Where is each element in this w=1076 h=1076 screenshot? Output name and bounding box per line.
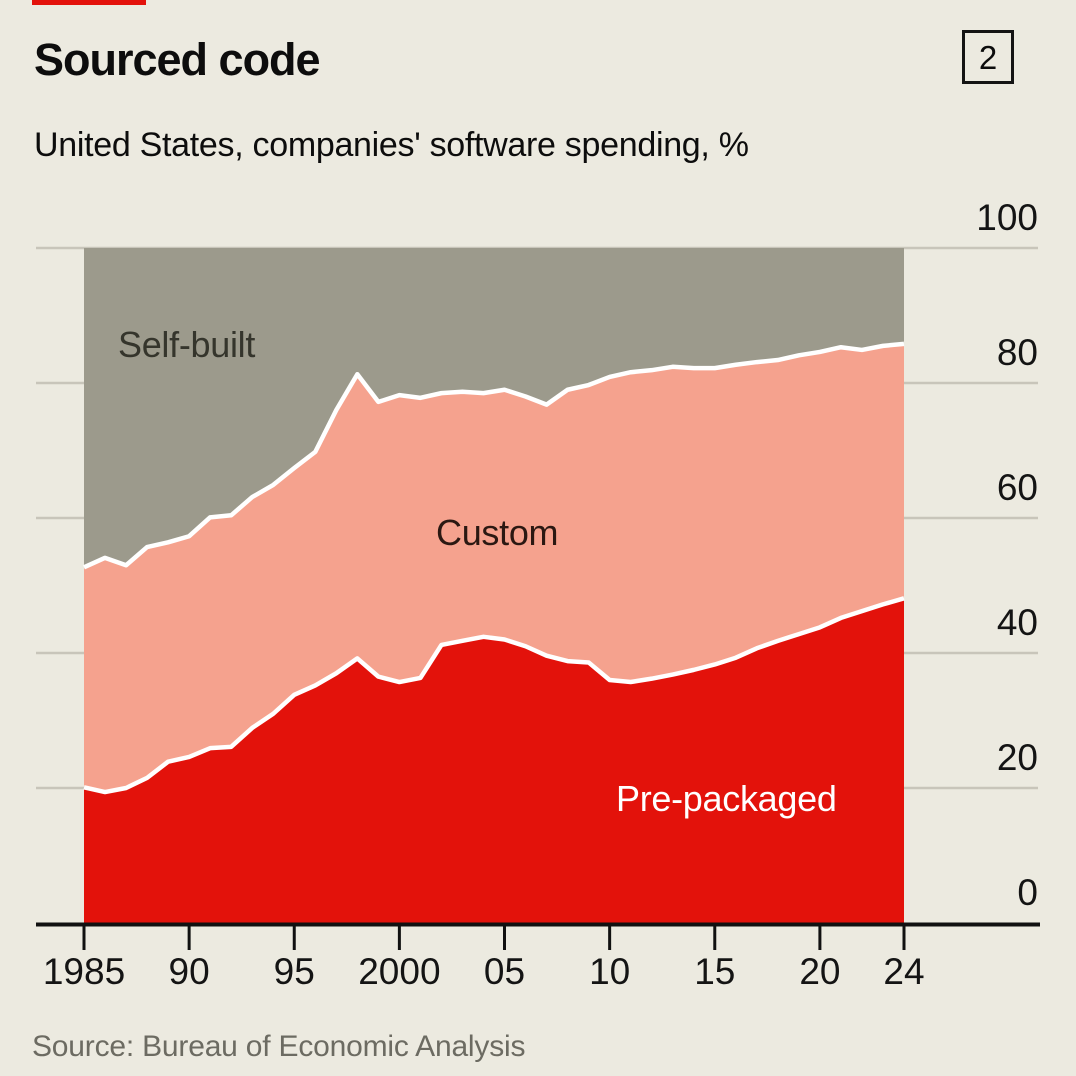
series-label-pre-packaged: Pre-packaged	[616, 778, 837, 819]
x-tick-label-1985: 1985	[42, 951, 126, 992]
series-label-self-built: Self-built	[118, 324, 256, 365]
area-pre-packaged	[84, 598, 904, 923]
source-note: Source: Bureau of Economic Analysis	[32, 1030, 526, 1063]
index-badge: 2	[962, 30, 1014, 84]
x-tick-label-20: 20	[799, 951, 841, 992]
x-tick-label-90: 90	[168, 951, 210, 992]
x-tick-label-95: 95	[273, 951, 315, 992]
economist-red-tab	[32, 0, 146, 5]
x-tick-label-10: 10	[589, 951, 631, 992]
y-tick-label-100: 100	[976, 197, 1038, 238]
y-tick-label-20: 20	[996, 737, 1038, 778]
chart-title: Sourced code	[34, 34, 321, 85]
y-tick-label-60: 60	[996, 467, 1038, 508]
y-tick-label-0: 0	[1017, 872, 1038, 913]
y-tick-label-80: 80	[996, 332, 1038, 373]
x-tick-label-2000: 2000	[358, 951, 441, 992]
x-tick-label-24: 24	[883, 951, 925, 992]
series-label-custom: Custom	[436, 512, 559, 553]
chart-subtitle: United States, companies' software spend…	[34, 126, 749, 164]
separator-custom-top	[83, 341, 905, 570]
separator-prepackaged-top	[83, 596, 905, 795]
x-tick-label-15: 15	[694, 951, 736, 992]
x-tick-label-05: 05	[483, 951, 526, 992]
y-tick-label-40: 40	[996, 602, 1038, 643]
